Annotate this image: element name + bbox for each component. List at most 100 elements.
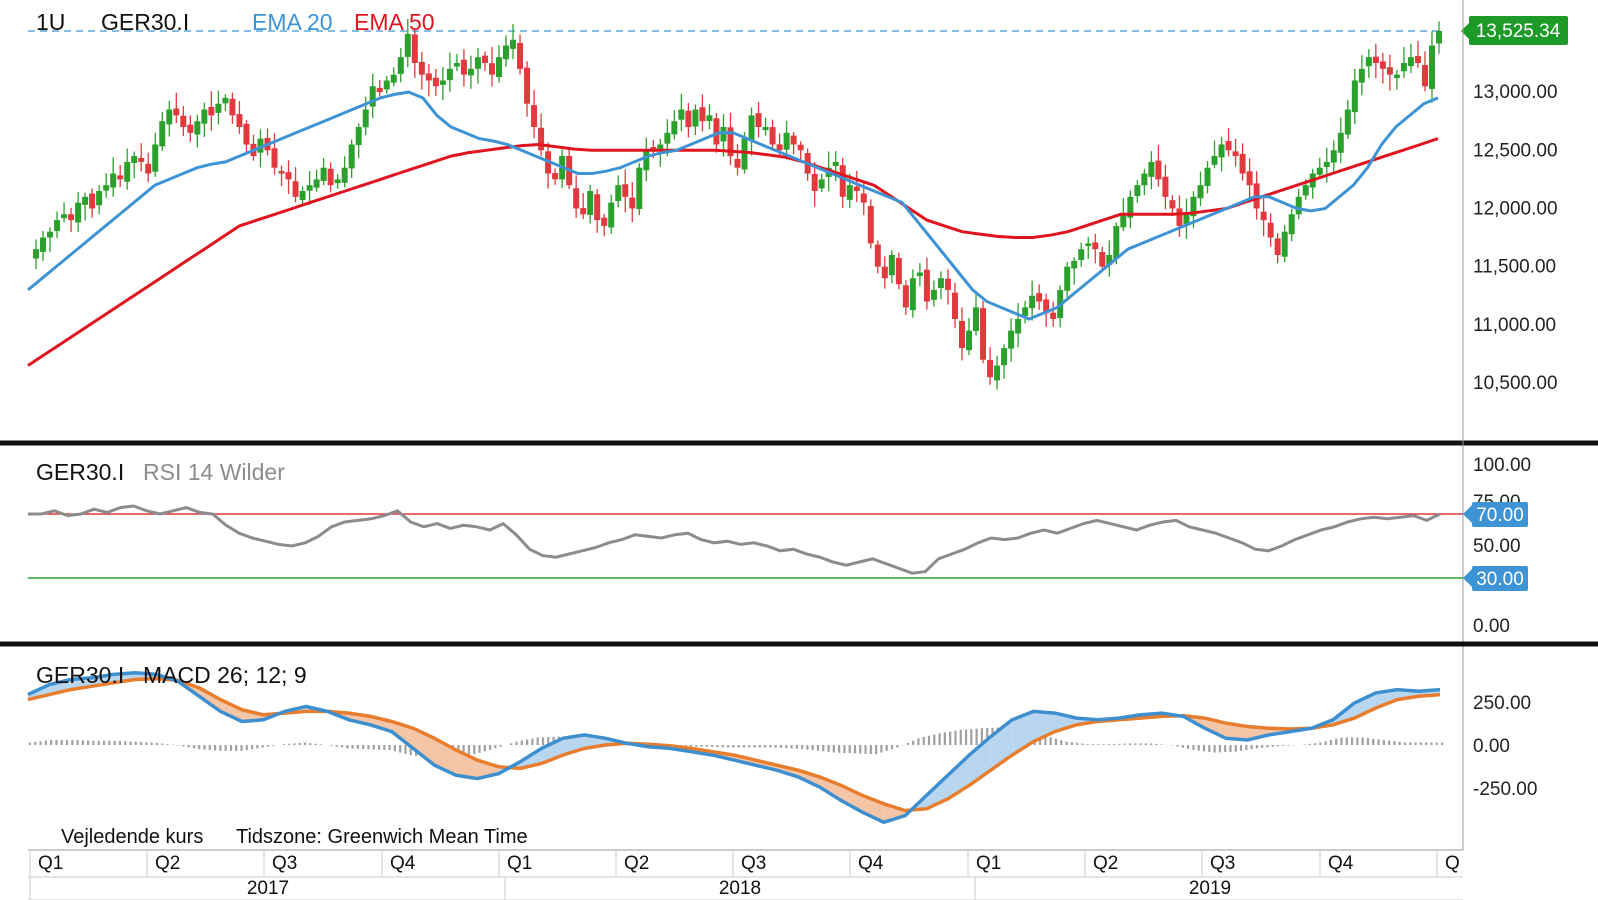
quarter-label: Q3: [272, 853, 297, 874]
candle-body: [510, 39, 517, 49]
price-tick: 12,500.00: [1473, 140, 1558, 161]
candle-body: [110, 173, 117, 188]
candle-body: [580, 208, 587, 215]
candle-body: [1008, 330, 1015, 349]
candle-body: [313, 179, 320, 188]
candle-body: [1323, 161, 1330, 168]
macd-fill-segment: [1247, 726, 1269, 740]
candle-body: [327, 168, 334, 186]
candle-body: [1050, 312, 1057, 319]
time-axis[interactable]: Q1 Q2 Q3 Q4 Q1 Q2 Q3 Q4 Q1 Q2 Q3 Q4 Q 2017 2018 2019: [28, 849, 1463, 900]
rsi-30-badge-arrow: [1463, 569, 1472, 587]
candle-body: [1267, 222, 1274, 238]
macd-fill-segment: [1354, 692, 1376, 719]
candle-body: [692, 109, 699, 127]
candle-body: [671, 121, 678, 135]
candle-body: [601, 217, 608, 226]
candle-body: [762, 127, 769, 131]
candle-body: [1407, 57, 1414, 67]
candle-body: [383, 80, 390, 90]
candle-body: [1148, 161, 1155, 177]
candle-body: [40, 237, 47, 252]
timeframe-label[interactable]: 1U: [36, 9, 65, 35]
candle-body: [748, 115, 755, 140]
candle-body: [895, 257, 902, 285]
candle-body: [1225, 141, 1232, 151]
candle-body: [1337, 132, 1344, 153]
candle-body: [1134, 185, 1141, 197]
ema20-legend[interactable]: EMA 20: [252, 9, 333, 35]
candle-body: [1344, 109, 1351, 135]
candle-body: [755, 113, 762, 127]
candle-body: [138, 157, 145, 162]
quarter-label: Q3: [1210, 853, 1235, 874]
macd-symbol-label[interactable]: GER30.I: [36, 662, 124, 688]
candle-body: [82, 196, 89, 205]
candle-body: [96, 191, 103, 206]
candle-body: [488, 63, 495, 75]
candle-body: [467, 68, 474, 76]
candle-body: [243, 123, 250, 145]
candle-body: [474, 57, 481, 69]
candle-body: [292, 181, 299, 197]
rsi-70-badge: [1472, 502, 1528, 527]
candle-body: [89, 193, 96, 209]
rsi-panel: GER30.I RSI 14 Wilder 100.00 50.00 0.00 …: [28, 455, 1531, 637]
timezone-note: Tidszone: Greenwich Mean Time: [236, 826, 528, 848]
candle-body: [1099, 252, 1106, 267]
candle-body: [860, 193, 867, 203]
candle-body: [790, 135, 797, 145]
candle-body: [853, 186, 860, 191]
candle-body: [874, 244, 881, 267]
candle-body: [481, 55, 488, 63]
quarter-label: Q3: [741, 853, 766, 874]
candle-body: [334, 179, 341, 184]
candle-body: [657, 144, 664, 152]
candle-body: [215, 103, 222, 113]
candle-body: [987, 360, 994, 378]
candle-body: [846, 185, 853, 200]
rsi-30-badge: [1472, 566, 1528, 591]
candle-body: [1092, 242, 1099, 250]
rsi-indicator-label[interactable]: RSI 14 Wilder: [143, 459, 285, 485]
candle-body: [201, 109, 208, 124]
candle-body: [1260, 211, 1267, 221]
candle-body: [453, 63, 460, 67]
macd-fill-segment: [1033, 711, 1055, 742]
symbol-label[interactable]: GER30.I: [101, 9, 189, 35]
candle-body: [1064, 266, 1071, 291]
candle-body: [1274, 238, 1281, 255]
candle-body: [678, 109, 685, 120]
candle-body: [664, 132, 671, 144]
candle-body: [495, 57, 502, 78]
candle-body: [1211, 156, 1218, 165]
candle-body: [1043, 299, 1050, 314]
macd-fill-segment: [1375, 689, 1398, 709]
candle-body: [916, 272, 923, 277]
macd-indicator-label[interactable]: MACD 26; 12; 9: [143, 662, 307, 688]
price-tick: 13,000.00: [1473, 82, 1558, 103]
candle-body: [397, 57, 404, 74]
candle-body: [1295, 196, 1302, 215]
price-axis: 13,000.00 12,500.00 12,000.00 11,500.00 11,0…: [1473, 82, 1558, 394]
macd-fill-segment: [840, 785, 863, 813]
candle-body: [818, 179, 825, 189]
last-price-badge: [1469, 16, 1568, 45]
rsi-symbol-label[interactable]: GER30.I: [36, 459, 124, 485]
ema50-legend[interactable]: EMA 50: [354, 9, 435, 35]
candle-body: [811, 174, 818, 191]
year-labels: 2017 2018 2019: [29, 877, 1231, 900]
candle-body: [68, 214, 75, 221]
candle-body: [278, 171, 285, 174]
price-tick: 12,000.00: [1473, 198, 1558, 219]
price-tick: 10,500.00: [1473, 373, 1558, 394]
ema20-line: [27, 90, 1439, 321]
candle-body: [1071, 260, 1078, 269]
rsi-tick-100: 100.00: [1473, 455, 1531, 476]
candle-body: [958, 320, 965, 349]
candle-body: [299, 191, 306, 201]
candle-body: [1281, 231, 1288, 257]
candle-body: [1197, 185, 1204, 199]
candle-body: [573, 188, 580, 209]
